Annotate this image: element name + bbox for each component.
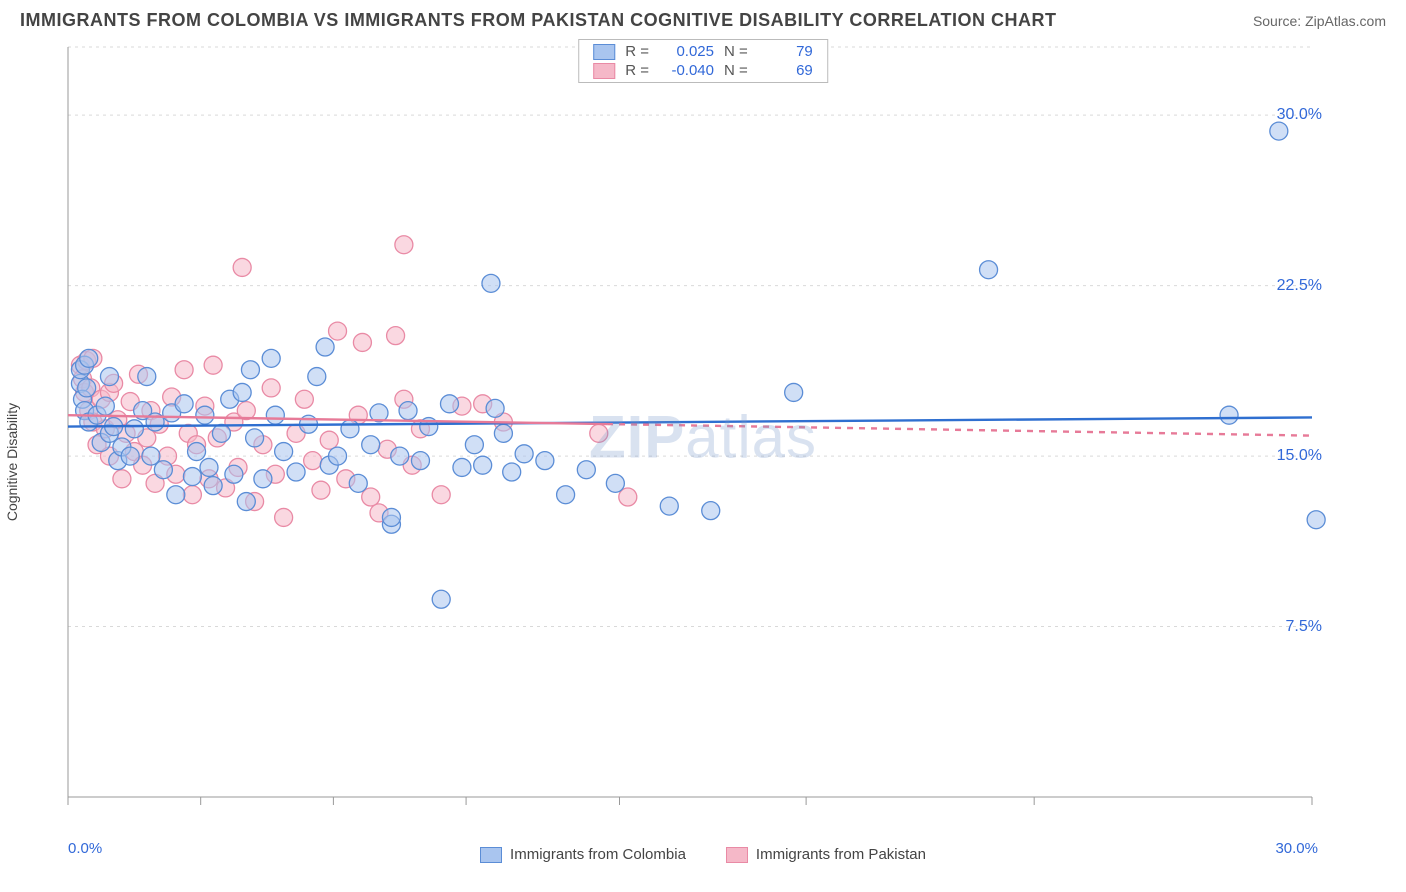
series-legend: 0.0% Immigrants from Colombia Immigrants…: [20, 846, 1386, 863]
swatch-pakistan: [593, 63, 615, 79]
y-tick-label: 7.5%: [1286, 618, 1322, 636]
stats-row-pakistan: R = -0.040 N = 69: [579, 61, 827, 80]
y-tick-label: 30.0%: [1277, 106, 1322, 124]
r-value-colombia: 0.025: [659, 43, 714, 60]
swatch-colombia: [593, 44, 615, 60]
scatter-plot: [20, 39, 1360, 829]
x-axis-max: 30.0%: [1275, 840, 1318, 857]
chart-container: Cognitive Disability ZIPatlas R = 0.025 …: [20, 39, 1386, 869]
source-attribution: Source: ZipAtlas.com: [1253, 13, 1386, 29]
source-name: ZipAtlas.com: [1305, 13, 1386, 29]
legend-label-colombia: Immigrants from Colombia: [510, 846, 686, 863]
legend-label-pakistan: Immigrants from Pakistan: [756, 846, 926, 863]
legend-item-pakistan: Immigrants from Pakistan: [726, 846, 926, 863]
x-axis-min: 0.0%: [68, 840, 102, 857]
y-axis-label: Cognitive Disability: [4, 403, 20, 521]
n-value-colombia: 79: [758, 43, 813, 60]
r-value-pakistan: -0.040: [659, 62, 714, 79]
n-label: N =: [724, 43, 748, 60]
n-value-pakistan: 69: [758, 62, 813, 79]
r-label: R =: [625, 62, 649, 79]
y-tick-label: 15.0%: [1277, 447, 1322, 465]
swatch-pakistan: [726, 847, 748, 863]
chart-title: IMMIGRANTS FROM COLOMBIA VS IMMIGRANTS F…: [20, 10, 1056, 31]
r-label: R =: [625, 43, 649, 60]
stats-row-colombia: R = 0.025 N = 79: [579, 42, 827, 61]
swatch-colombia: [480, 847, 502, 863]
source-prefix: Source:: [1253, 13, 1305, 29]
n-label: N =: [724, 62, 748, 79]
legend-item-colombia: Immigrants from Colombia: [480, 846, 686, 863]
y-tick-label: 22.5%: [1277, 277, 1322, 295]
stats-legend: R = 0.025 N = 79 R = -0.040 N = 69: [578, 39, 828, 83]
